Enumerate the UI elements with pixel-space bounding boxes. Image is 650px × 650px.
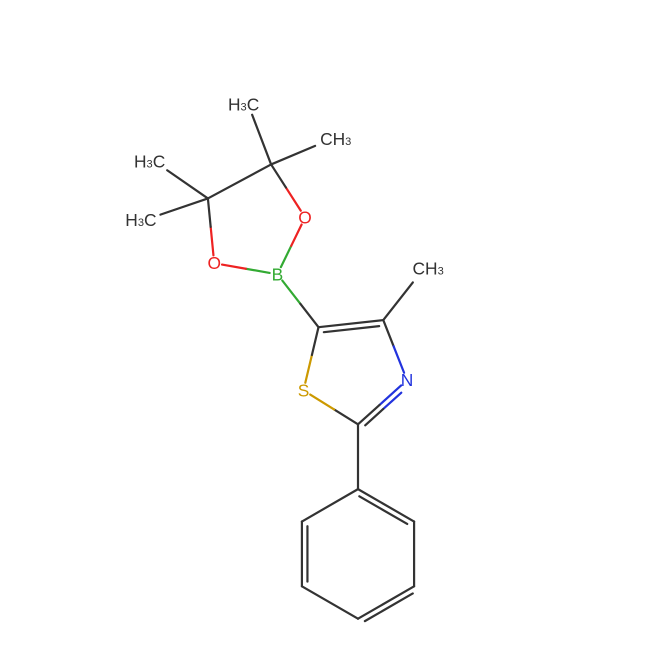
atom-B: B (272, 264, 284, 284)
atom-ThS: S (298, 380, 310, 400)
atom-Me1: H3C (228, 94, 259, 114)
atom-Me3: H3C (134, 151, 165, 171)
chemical-structure: B O O H3C CH3 H3C H3C N S CH3 (0, 0, 650, 650)
atom-O1: O (298, 207, 312, 227)
atom-Me2: CH3 (320, 129, 351, 149)
atom-ThN: N (401, 370, 414, 390)
atom-Me4: H3C (125, 210, 156, 230)
atom-Me5: CH3 (413, 259, 444, 279)
atom-O2: O (207, 253, 221, 273)
